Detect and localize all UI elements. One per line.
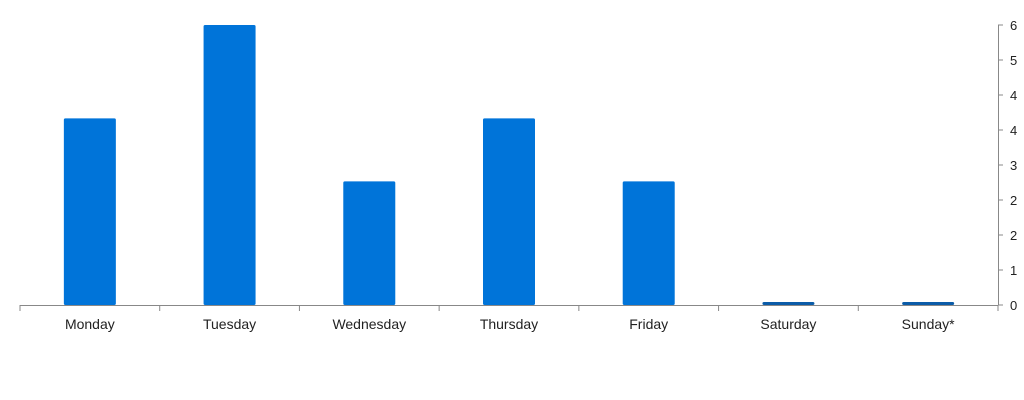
bar-thursday [483, 118, 535, 305]
x-tick-label: Tuesday [203, 316, 256, 332]
y-tick-label: 0 [1010, 298, 1017, 313]
bar-monday [63, 118, 116, 305]
x-tick-label: Monday [65, 316, 115, 332]
x-tick-label: Friday [629, 316, 668, 332]
y-tick-label: 5 [1010, 53, 1017, 68]
y-axis: 0 1 2 2 3 4 4 5 6 [998, 18, 1017, 313]
x-axis: Monday Tuesday Wednesday Thursday Friday Satu… [19, 305, 999, 332]
x-tick-label: Sunday* [902, 316, 955, 332]
bars-group [63, 25, 955, 305]
y-tick-label: 4 [1010, 88, 1017, 103]
y-tick-label: 1 [1010, 263, 1017, 278]
bar-wednesday [343, 181, 396, 305]
y-tick-label: 2 [1010, 193, 1017, 208]
bar-friday [622, 181, 675, 305]
x-tick-label: Thursday [480, 316, 538, 332]
y-tick-label: 2 [1010, 228, 1017, 243]
y-tick-label: 6 [1010, 18, 1017, 33]
y-tick-label: 3 [1010, 158, 1017, 173]
x-tick-label: Wednesday [332, 316, 406, 332]
y-tick-label: 4 [1010, 123, 1017, 138]
bar-sunday [902, 302, 955, 305]
bar-saturday [762, 302, 815, 305]
x-tick-label: Saturday [760, 316, 816, 332]
bar-tuesday [203, 25, 256, 305]
